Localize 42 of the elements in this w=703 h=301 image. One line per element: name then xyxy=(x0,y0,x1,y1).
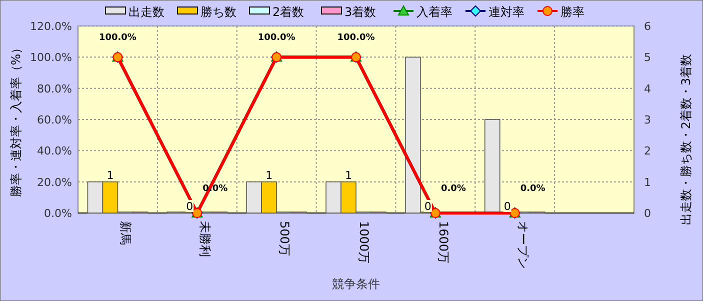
y2-axis-title: 出走数・勝ち数・2着数・3着数 xyxy=(679,54,693,226)
bar xyxy=(484,119,500,214)
y-tick-label: 120.0% xyxy=(30,20,72,33)
x-tick-label: 未勝利 xyxy=(198,221,212,257)
y-tick-label: 20.0% xyxy=(37,176,72,189)
legend-label: 連対率 xyxy=(488,5,524,19)
y2-tick-label: 6 xyxy=(644,20,651,33)
legend-label: 勝ち数 xyxy=(200,5,236,19)
data-label: 100.0% xyxy=(98,33,136,44)
y-axis-title: 勝率・連対率・入着率（%） xyxy=(9,42,23,198)
data-label: 1 xyxy=(266,168,273,182)
x-tick-label: 500万 xyxy=(278,221,292,256)
legend-label: 2着数 xyxy=(272,5,304,19)
data-label: 0 xyxy=(186,200,194,213)
data-label: 100.0% xyxy=(337,33,375,44)
y-tick-label: 60.0% xyxy=(37,114,72,126)
y-tick-label: 100.0% xyxy=(30,51,72,64)
legend-label: 入着率 xyxy=(416,5,452,19)
x-tick-label: 新馬 xyxy=(118,221,133,245)
y-tick-label: 80.0% xyxy=(37,82,72,96)
data-label: 0.0% xyxy=(440,184,466,194)
data-label: 1 xyxy=(106,168,114,182)
data-label: 1 xyxy=(345,168,352,182)
y2-tick-label: 5 xyxy=(644,51,651,64)
y2-tick-label: 0 xyxy=(644,207,651,220)
y2-tick-label: 1 xyxy=(644,176,651,189)
y-tick-label: 0.0% xyxy=(44,207,72,220)
x-tick-label: 1000万 xyxy=(357,221,371,264)
data-label: 0 xyxy=(424,200,432,213)
x-tick-label: 1600万 xyxy=(436,221,450,264)
y2-tick-label: 3 xyxy=(644,114,651,126)
data-label: 0 xyxy=(504,200,511,213)
x-axis-title: 競争条件 xyxy=(332,277,380,291)
y-tick-label: 40.0% xyxy=(37,144,72,158)
legend-label: 出走数 xyxy=(128,5,164,19)
y2-tick-label: 4 xyxy=(644,82,651,96)
data-label: 0.0% xyxy=(520,184,546,194)
y2-tick-label: 2 xyxy=(644,144,651,158)
x-tick-label: オープン xyxy=(516,221,530,269)
data-label: 100.0% xyxy=(258,33,296,44)
legend-label: 3着数 xyxy=(344,5,376,19)
legend-label: 勝率 xyxy=(560,5,584,19)
